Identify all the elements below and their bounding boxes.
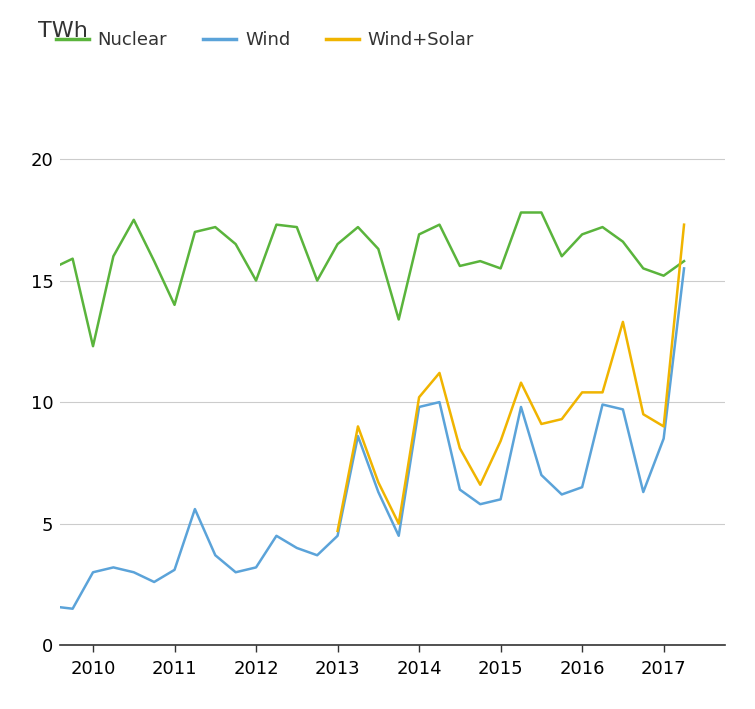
Text: TWh: TWh — [38, 21, 88, 41]
Legend: Nuclear, Wind, Wind+Solar: Nuclear, Wind, Wind+Solar — [56, 31, 474, 50]
